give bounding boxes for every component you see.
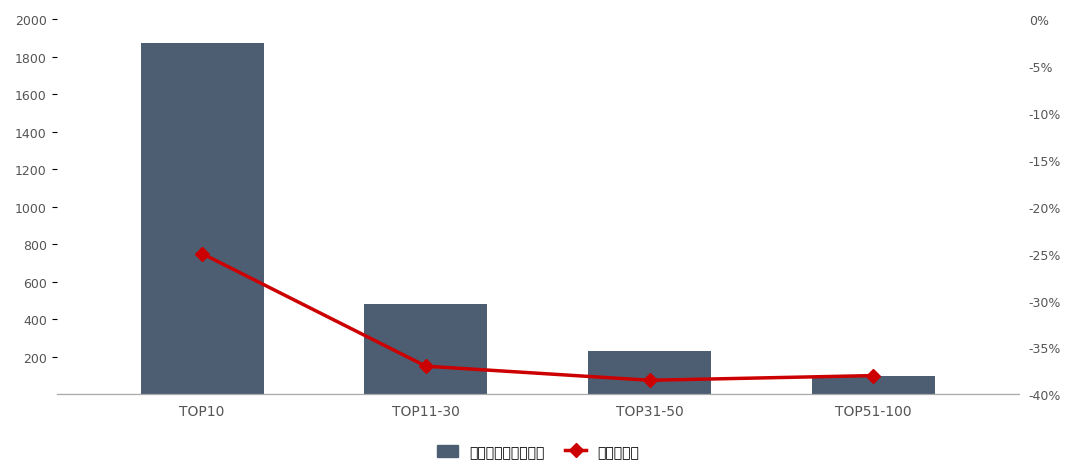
Bar [812, 376, 935, 395]
Legend: 销售额均値（亿元）, 同比增长率: 销售额均値（亿元）, 同比增长率 [431, 439, 645, 464]
Bar [365, 305, 487, 395]
Bar [589, 351, 711, 395]
Bar [141, 44, 264, 395]
